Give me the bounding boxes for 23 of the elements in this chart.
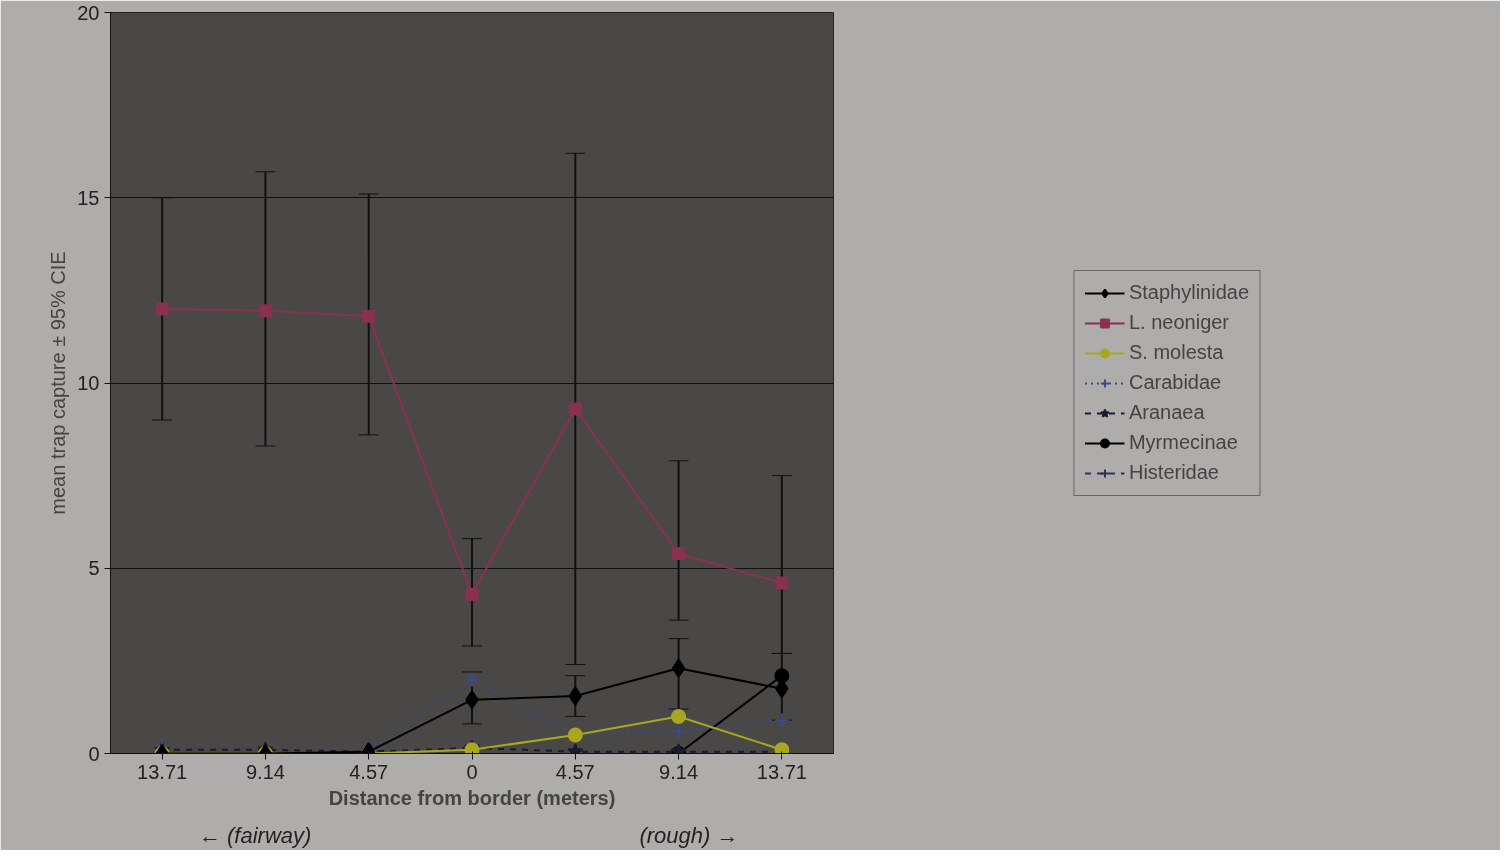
text: ← (fairway) bbox=[198, 822, 312, 848]
x-axis-title: Distance from border (meters) bbox=[328, 786, 616, 809]
legend-label: Histeridae bbox=[1128, 460, 1219, 485]
legend-label: L. neoniger bbox=[1128, 310, 1230, 335]
y-tick-label: 20 bbox=[77, 1, 100, 24]
x-tick-label: 4.57 bbox=[555, 760, 595, 783]
legend-label: Aranaea bbox=[1128, 400, 1205, 425]
legend-label: S. molesta bbox=[1128, 340, 1224, 365]
x-tick-label: 13.71 bbox=[137, 760, 188, 783]
y-tick-label: 10 bbox=[77, 372, 100, 394]
y-tick-label: 15 bbox=[77, 186, 100, 209]
y-tick-label: 5 bbox=[88, 557, 100, 580]
y-axis-title: mean trap capture ± 95% CIE bbox=[47, 251, 70, 515]
x-tick-label: 4.57 bbox=[349, 760, 389, 783]
legend-label: Staphylinidae bbox=[1128, 280, 1250, 305]
x-tick-label: 9.14 bbox=[659, 760, 699, 783]
text: (rough) → bbox=[639, 822, 739, 848]
legend-label: Carabidae bbox=[1128, 370, 1222, 395]
x-tick-label: 0 bbox=[466, 760, 478, 783]
x-tick-label: 9.14 bbox=[245, 760, 285, 783]
x-tick-label: 13.71 bbox=[756, 760, 807, 783]
y-tick-label: 0 bbox=[88, 742, 100, 765]
legend-label: Myrmecinae bbox=[1128, 430, 1238, 455]
